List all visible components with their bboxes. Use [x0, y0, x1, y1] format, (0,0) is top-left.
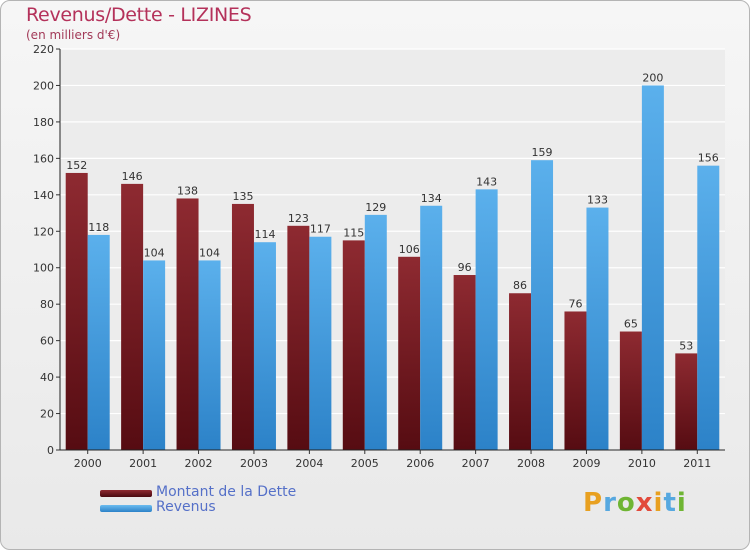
- bar-value-label: 200: [642, 71, 663, 84]
- bar-value-label: 104: [144, 246, 165, 259]
- bar-value-label: 143: [476, 175, 497, 188]
- bar-revenus-2011: [697, 165, 720, 450]
- bar-revenus-2005: [364, 214, 387, 450]
- x-tick-label: 2004: [295, 457, 323, 470]
- bar-debt-2010: [619, 331, 642, 450]
- bar-debt-2002: [176, 198, 199, 450]
- bar-debt-2003: [231, 203, 254, 450]
- bar-revenus-2004: [309, 236, 332, 450]
- x-tick-label: 2011: [683, 457, 711, 470]
- bar-value-label: 135: [232, 190, 253, 203]
- x-tick-label: 2000: [74, 457, 102, 470]
- bar-value-label: 104: [199, 246, 220, 259]
- bar-value-label: 152: [66, 159, 87, 172]
- y-tick-label: 100: [33, 262, 54, 275]
- chart-title: Revenus/Dette - LIZINES: [26, 4, 252, 26]
- chart-subtitle: (en milliers d'€): [26, 28, 121, 42]
- bar-debt-2011: [675, 353, 698, 450]
- legend-swatch-revenus: [100, 505, 152, 512]
- legend-label-revenus: Revenus: [156, 499, 216, 515]
- bar-revenus-2008: [531, 160, 554, 450]
- bar-value-label: 117: [310, 223, 331, 236]
- x-tick-label: 2007: [462, 457, 490, 470]
- bar-debt-2008: [509, 293, 532, 450]
- bar-value-label: 146: [122, 170, 143, 183]
- y-tick-label: 40: [40, 371, 54, 384]
- x-tick-label: 2003: [240, 457, 268, 470]
- bar-revenus-2003: [253, 242, 276, 450]
- bar-debt-2007: [453, 275, 476, 450]
- legend-label-debt: Montant de la Dette: [156, 484, 297, 500]
- bar-value-label: 138: [177, 184, 198, 197]
- brand-letter: i: [676, 488, 687, 518]
- brand-letter: t: [663, 488, 677, 518]
- bar-debt-2005: [342, 240, 365, 450]
- bar-value-label: 156: [698, 152, 719, 165]
- bar-value-label: 118: [88, 221, 109, 234]
- y-tick-label: 200: [33, 79, 54, 92]
- legend-swatch-debt: [100, 490, 152, 497]
- brand-letter: i: [653, 488, 664, 518]
- bar-debt-2001: [121, 183, 144, 450]
- bar-value-label: 96: [458, 261, 472, 274]
- x-tick-label: 2005: [351, 457, 379, 470]
- bar-revenus-2000: [87, 234, 110, 450]
- x-tick-label: 2009: [572, 457, 600, 470]
- y-tick-label: 180: [33, 116, 54, 129]
- y-tick-label: 60: [40, 335, 54, 348]
- y-tick-label: 160: [33, 152, 54, 165]
- bar-value-label: 115: [343, 226, 364, 239]
- y-tick-label: 140: [33, 189, 54, 202]
- plot-area: [60, 49, 725, 450]
- brand-letter: P: [583, 488, 604, 518]
- bar-value-label: 106: [399, 243, 420, 256]
- bar-debt-2000: [65, 172, 88, 451]
- bar-revenus-2001: [143, 260, 166, 450]
- bar-debt-2009: [564, 311, 587, 450]
- y-tick-label: 120: [33, 225, 54, 238]
- bar-value-label: 129: [365, 201, 386, 214]
- bar-debt-2006: [398, 256, 421, 450]
- bar-value-label: 86: [513, 279, 527, 292]
- brand-letter: r: [603, 488, 617, 518]
- y-tick-label: 20: [40, 408, 54, 421]
- bar-revenus-2002: [198, 260, 221, 450]
- x-tick-label: 2002: [185, 457, 213, 470]
- brand-letter: o: [616, 488, 636, 518]
- brand-letter: x: [635, 488, 654, 518]
- brand-logo: Proxiti: [583, 488, 687, 518]
- x-tick-label: 2008: [517, 457, 545, 470]
- bar-revenus-2009: [586, 207, 609, 450]
- bar-value-label: 133: [587, 194, 608, 207]
- y-tick-label: 80: [40, 298, 54, 311]
- x-tick-label: 2010: [628, 457, 656, 470]
- bar-value-label: 134: [421, 192, 442, 205]
- bar-value-label: 159: [532, 146, 553, 159]
- bar-value-label: 123: [288, 212, 309, 225]
- bar-revenus-2006: [420, 205, 443, 450]
- x-tick-label: 2006: [406, 457, 434, 470]
- bar-revenus-2007: [475, 189, 498, 450]
- y-tick-label: 220: [33, 43, 54, 56]
- y-tick-label: 0: [47, 444, 54, 457]
- bar-revenus-2010: [641, 85, 664, 451]
- bar-value-label: 114: [254, 228, 275, 241]
- bar-value-label: 53: [679, 339, 693, 352]
- bar-value-label: 76: [568, 297, 582, 310]
- bar-value-label: 65: [624, 318, 638, 331]
- bar-debt-2004: [287, 225, 310, 450]
- x-tick-label: 2001: [129, 457, 157, 470]
